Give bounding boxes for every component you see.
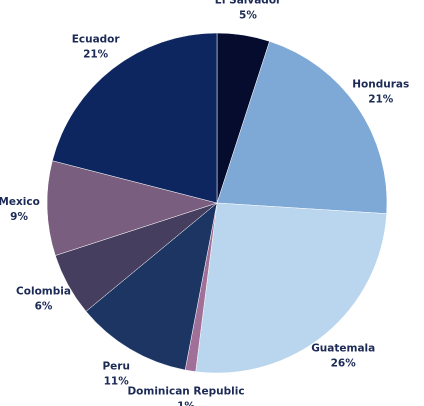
slice-value-label: 1% xyxy=(177,401,195,406)
slice-label: Colombia xyxy=(16,285,71,297)
slice-label: Mexico xyxy=(0,196,40,208)
pie-slice xyxy=(216,41,388,214)
pie-slice xyxy=(195,202,387,374)
slice-value-label: 9% xyxy=(10,211,28,223)
slice-label: Peru xyxy=(102,360,129,372)
slice-label: Guatemala xyxy=(311,343,375,355)
slice-value-label: 21% xyxy=(83,49,109,61)
slice-value-label: 11% xyxy=(104,375,130,387)
pie-slice xyxy=(46,160,218,256)
slice-value-label: 21% xyxy=(368,94,394,106)
slice-label: El Salvador xyxy=(215,0,282,6)
slice-value-label: 6% xyxy=(35,300,53,312)
slice-label: Dominican Republic xyxy=(127,386,244,398)
slice-label: Ecuador xyxy=(72,34,121,46)
slice-label: Honduras xyxy=(352,79,409,91)
slice-value-label: 26% xyxy=(331,358,357,370)
pie-slice xyxy=(85,202,218,371)
pie-slice xyxy=(52,32,218,204)
slice-value-label: 5% xyxy=(239,9,257,21)
